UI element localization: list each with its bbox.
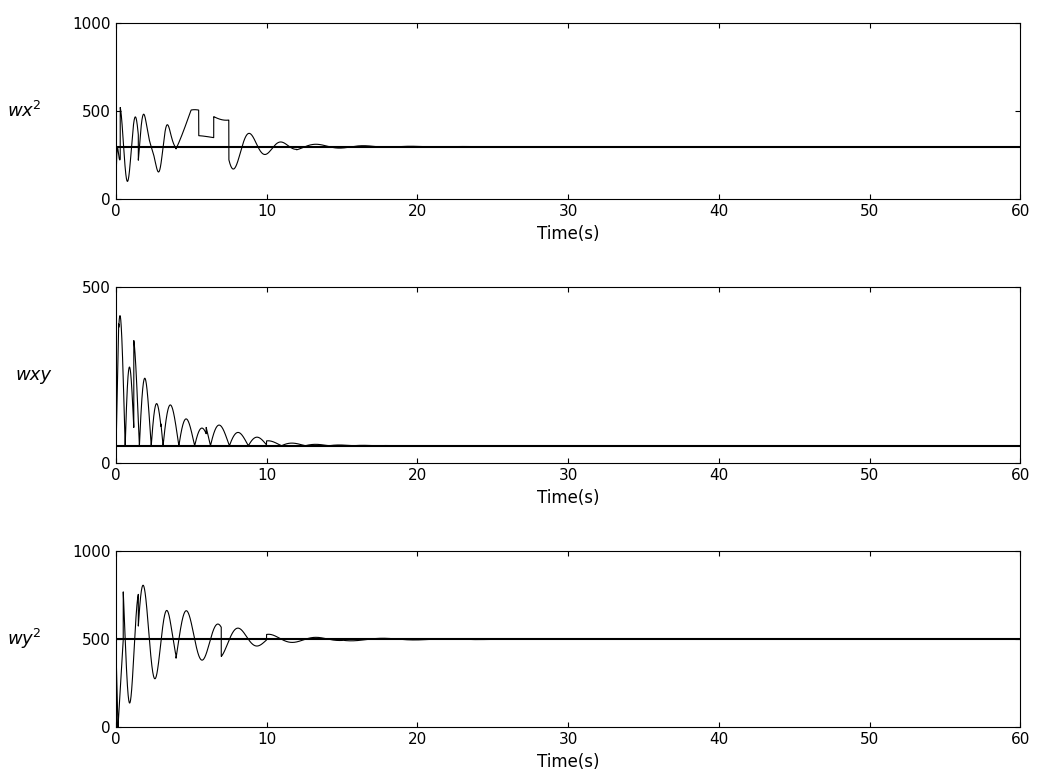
Y-axis label: wy$^2$: wy$^2$ bbox=[6, 627, 41, 651]
Y-axis label: wx$^2$: wx$^2$ bbox=[6, 102, 41, 121]
Y-axis label: wxy: wxy bbox=[16, 366, 52, 385]
X-axis label: Time(s): Time(s) bbox=[537, 225, 600, 243]
X-axis label: Time(s): Time(s) bbox=[537, 753, 600, 771]
X-axis label: Time(s): Time(s) bbox=[537, 489, 600, 507]
